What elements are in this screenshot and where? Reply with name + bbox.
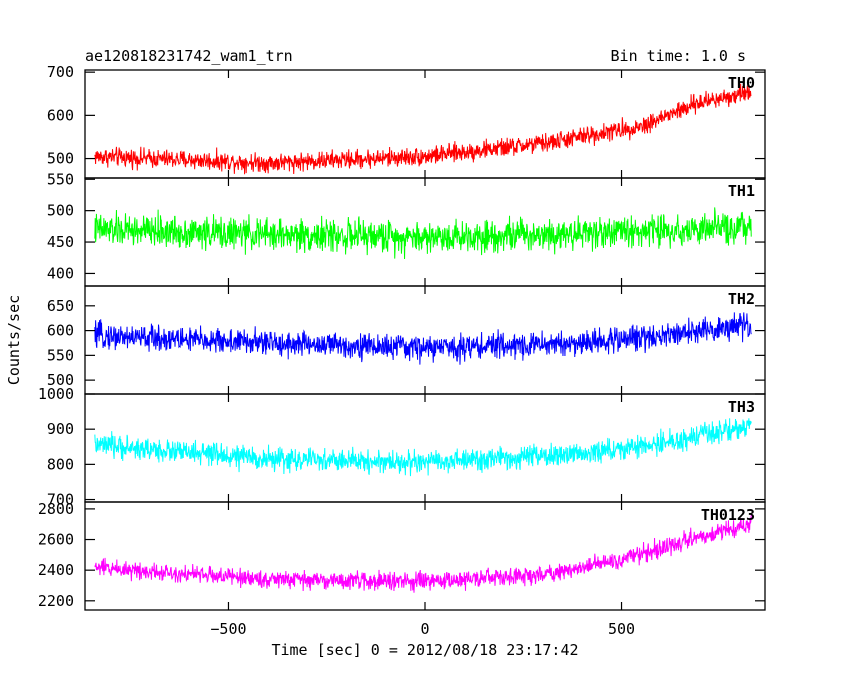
y-tick-label: 2400 — [38, 561, 74, 579]
panel-label: TH3 — [728, 398, 755, 416]
panel-th0123: 2200 2400 2600 2800 TH0123 — [38, 500, 766, 611]
y-tick-label: 600 — [47, 322, 74, 340]
bin-time-label: Bin time: 1.0 s — [611, 47, 746, 65]
panel-th2: 500 550 600 650 TH2 — [47, 285, 766, 395]
y-tick-label: 1000 — [38, 385, 74, 403]
y-tick-label: 550 — [47, 346, 74, 364]
y-tick-label: 800 — [47, 455, 74, 473]
y-tick-label: 2800 — [38, 500, 74, 518]
series-th0 — [94, 83, 752, 175]
y-tick-label: 500 — [47, 150, 74, 168]
series-th2 — [94, 312, 752, 365]
panels: 500 600 700 TH0 400 450 500 550 TH1 500 550 600 650 T… — [38, 63, 766, 611]
panel-label: TH1 — [728, 182, 755, 200]
series-th3 — [94, 418, 752, 477]
y-tick-label: 500 — [47, 371, 74, 389]
y-tick-label: 500 — [47, 202, 74, 220]
x-axis-title: Time [sec] 0 = 2012/08/18 23:17:42 — [271, 641, 578, 659]
panel-label: TH2 — [728, 290, 755, 308]
x-tick-label: −500 — [210, 620, 246, 638]
panel-label: TH0123 — [701, 506, 755, 524]
panel-th1: 400 450 500 550 TH1 — [47, 170, 766, 287]
series-th1 — [94, 207, 752, 260]
chart-title: ae120818231742_wam1_trn — [85, 47, 293, 65]
y-tick-label: 650 — [47, 297, 74, 315]
y-tick-label: 450 — [47, 233, 74, 251]
x-tick-label: 500 — [608, 620, 635, 638]
x-axis: −500 0 500 — [210, 620, 635, 638]
panel-th3: 700 800 900 1000 TH3 — [38, 385, 766, 509]
y-tick-label: 550 — [47, 170, 74, 188]
series-th0123 — [94, 514, 752, 593]
y-tick-label: 600 — [47, 106, 74, 124]
y-tick-label: 400 — [47, 264, 74, 282]
y-tick-label: 900 — [47, 420, 74, 438]
y-tick-label: 2200 — [38, 592, 74, 610]
panel-frame — [84, 501, 766, 611]
x-tick-label: 0 — [420, 620, 429, 638]
y-axis-title: Counts/sec — [5, 295, 23, 385]
y-tick-label: 700 — [47, 63, 74, 81]
panel-label: TH0 — [728, 74, 755, 92]
panel-th0: 500 600 700 TH0 — [47, 63, 766, 179]
y-tick-label: 700 — [47, 491, 74, 509]
y-tick-label: 2600 — [38, 531, 74, 549]
